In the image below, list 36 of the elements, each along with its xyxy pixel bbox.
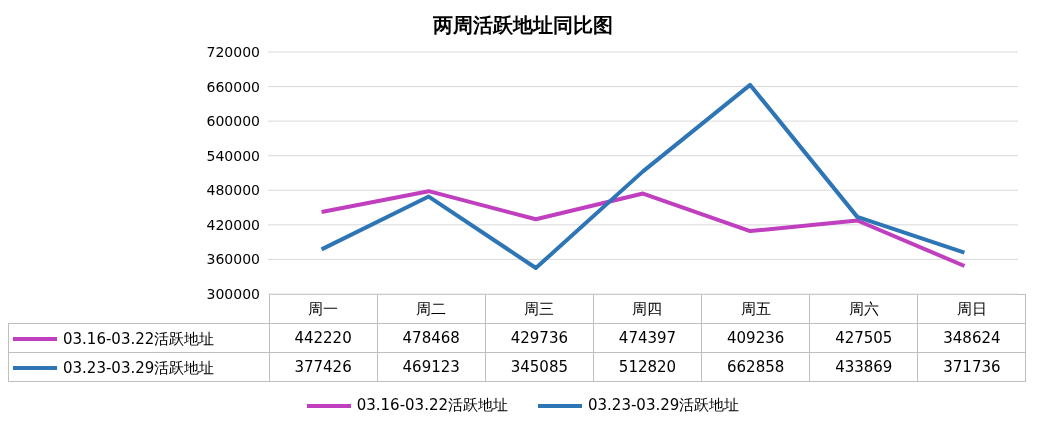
y-tick-label: 420000	[206, 216, 260, 233]
data-label: 474397	[593, 323, 702, 353]
x-tick-label: 周五	[701, 294, 810, 324]
y-tick-label: 600000	[206, 113, 260, 130]
text: 03.16-03.22活跃地址	[356, 396, 508, 414]
x-tick-label: 周一	[269, 294, 378, 324]
x-tick-label: 周二	[377, 294, 486, 324]
data-label: 348624	[917, 323, 1026, 353]
y-tick-label: 360000	[206, 251, 260, 268]
x-tick-label: 周四	[593, 294, 702, 324]
y-tick-label: 660000	[206, 78, 260, 95]
data-label: 433869	[809, 352, 918, 382]
x-tick-label: 周日	[917, 294, 1026, 324]
legend-label: 03.16-03.22活跃地址	[62, 329, 215, 349]
data-label: 377426	[269, 352, 378, 382]
data-label: 478468	[377, 323, 486, 353]
x-tick-label: 周三	[485, 294, 594, 324]
data-label: 662858	[701, 352, 810, 382]
data-label: 469123	[377, 352, 486, 382]
data-label: 371736	[917, 352, 1026, 382]
data-label: 409236	[701, 323, 810, 353]
line-series	[319, 82, 967, 271]
legend-label: 03.23-03.29活跃地址	[588, 396, 740, 415]
chart-title: 两周活跃地址同比图	[432, 12, 614, 39]
text: 03.23-03.29活跃地址	[63, 358, 215, 377]
y-tick-label: 720000	[206, 43, 260, 60]
data-label: 429736	[485, 323, 594, 353]
y-tick-label: 540000	[206, 147, 260, 164]
x-tick-label: 周六	[809, 294, 918, 324]
data-label: 345085	[485, 352, 594, 382]
y-tick-label: 300000	[206, 285, 260, 302]
data-label: 512820	[593, 352, 702, 382]
line-series	[319, 189, 967, 268]
y-tick-label: 480000	[206, 182, 260, 199]
data-label: 427505	[809, 323, 918, 353]
data-label: 442220	[269, 323, 378, 353]
